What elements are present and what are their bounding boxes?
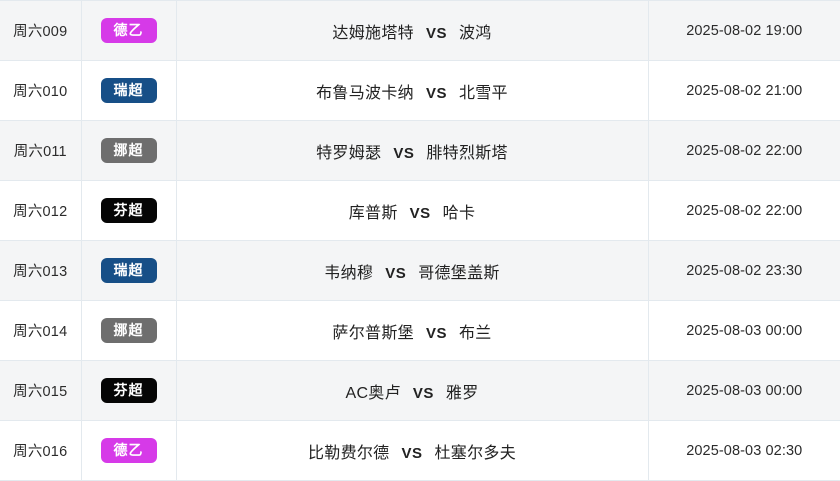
fixture-cell[interactable]: 萨尔普斯堡 VS 布兰 [176, 300, 648, 361]
league-badge[interactable]: 瑞超 [100, 257, 157, 284]
match-id-label: 周六013 [13, 264, 68, 280]
table-row[interactable]: 周六014 挪超 萨尔普斯堡 VS 布兰 2025-08-03 00:00 [0, 300, 840, 361]
league-badge[interactable]: 瑞超 [100, 77, 157, 104]
league-badge[interactable]: 德乙 [100, 17, 157, 44]
home-team-label: 韦纳穆 [324, 264, 374, 282]
kickoff-time-label: 2025-08-02 22:00 [686, 142, 803, 159]
fixture-cell[interactable]: 达姆施塔特 VS 波鸿 [176, 0, 648, 61]
league-cell: 德乙 [81, 420, 176, 481]
table-row[interactable]: 周六013 瑞超 韦纳穆 VS 哥德堡盖斯 2025-08-02 23:30 [0, 240, 840, 301]
match-id-cell: 周六016 [0, 420, 81, 481]
table-row[interactable]: 周六016 德乙 比勒费尔德 VS 杜塞尔多夫 2025-08-03 02:30 [0, 420, 840, 481]
fixture-cell[interactable]: 韦纳穆 VS 哥德堡盖斯 [176, 240, 648, 301]
table-row[interactable]: 周六010 瑞超 布鲁马波卡纳 VS 北雪平 2025-08-02 21:00 [0, 60, 840, 121]
vs-label: VS [409, 204, 431, 222]
league-badge[interactable]: 挪超 [100, 317, 157, 344]
fixture-cell[interactable]: AC奥卢 VS 雅罗 [176, 360, 648, 421]
table-row[interactable]: 周六009 德乙 达姆施塔特 VS 波鸿 2025-08-02 19:00 [0, 0, 840, 61]
match-id-cell: 周六013 [0, 240, 81, 301]
away-team-label: 哈卡 [442, 204, 476, 222]
away-team-label: 哥德堡盖斯 [418, 264, 500, 282]
kickoff-time-label: 2025-08-02 21:00 [686, 82, 803, 99]
league-cell: 挪超 [81, 300, 176, 361]
match-id-cell: 周六011 [0, 120, 81, 181]
league-cell: 芬超 [81, 180, 176, 241]
match-id-label: 周六011 [13, 144, 67, 160]
vs-label: VS [401, 444, 423, 462]
away-team-label: 雅罗 [445, 384, 479, 402]
away-team-label: 波鸿 [458, 24, 492, 42]
home-team-label: 比勒费尔德 [307, 444, 390, 462]
match-id-label: 周六010 [13, 84, 68, 100]
league-badge[interactable]: 挪超 [100, 137, 157, 164]
kickoff-time-cell: 2025-08-02 21:00 [648, 60, 840, 121]
league-cell: 德乙 [81, 0, 176, 61]
match-id-label: 周六009 [13, 24, 68, 40]
league-cell: 芬超 [81, 360, 176, 421]
kickoff-time-cell: 2025-08-03 02:30 [648, 420, 840, 481]
kickoff-time-label: 2025-08-02 22:00 [686, 202, 803, 219]
away-team-label: 布兰 [458, 324, 492, 342]
away-team-label: 杜塞尔多夫 [434, 444, 517, 462]
table-row[interactable]: 周六015 芬超 AC奥卢 VS 雅罗 2025-08-03 00:00 [0, 360, 840, 421]
fixture-cell[interactable]: 库普斯 VS 哈卡 [176, 180, 648, 241]
kickoff-time-label: 2025-08-03 02:30 [686, 442, 803, 459]
table-row[interactable]: 周六012 芬超 库普斯 VS 哈卡 2025-08-02 22:00 [0, 180, 840, 241]
match-id-cell: 周六014 [0, 300, 81, 361]
home-team-label: 达姆施塔特 [332, 24, 414, 42]
match-id-cell: 周六012 [0, 180, 81, 241]
fixture-cell[interactable]: 比勒费尔德 VS 杜塞尔多夫 [176, 420, 648, 481]
match-id-cell: 周六010 [0, 60, 81, 121]
match-id-label: 周六015 [13, 384, 68, 400]
home-team-label: 布鲁马波卡纳 [316, 84, 414, 102]
away-team-label: 北雪平 [458, 84, 508, 102]
league-badge[interactable]: 芬超 [100, 377, 157, 404]
match-id-label: 周六014 [13, 324, 68, 340]
match-id-cell: 周六009 [0, 0, 81, 61]
league-badge[interactable]: 芬超 [100, 197, 157, 224]
match-id-label: 周六016 [13, 444, 68, 460]
vs-label: VS [425, 324, 447, 342]
vs-label: VS [385, 264, 407, 282]
fixture-cell[interactable]: 特罗姆瑟 VS 腓特烈斯塔 [176, 120, 648, 181]
kickoff-time-label: 2025-08-02 19:00 [686, 22, 803, 39]
kickoff-time-cell: 2025-08-02 22:00 [648, 120, 840, 181]
home-team-label: 萨尔普斯堡 [332, 324, 414, 342]
kickoff-time-cell: 2025-08-03 00:00 [648, 360, 840, 421]
league-badge[interactable]: 德乙 [100, 437, 157, 464]
home-team-label: AC奥卢 [345, 384, 401, 402]
kickoff-time-cell: 2025-08-03 00:00 [648, 300, 840, 361]
vs-label: VS [425, 84, 447, 102]
away-team-label: 腓特烈斯塔 [426, 144, 508, 162]
match-id-cell: 周六015 [0, 360, 81, 421]
vs-label: VS [393, 144, 415, 162]
vs-label: VS [425, 24, 447, 42]
home-team-label: 库普斯 [348, 204, 398, 222]
vs-label: VS [412, 384, 434, 402]
kickoff-time-label: 2025-08-02 23:30 [686, 262, 803, 279]
kickoff-time-label: 2025-08-03 00:00 [686, 382, 803, 399]
home-team-label: 特罗姆瑟 [316, 144, 382, 162]
table-row[interactable]: 周六011 挪超 特罗姆瑟 VS 腓特烈斯塔 2025-08-02 22:00 [0, 120, 840, 181]
kickoff-time-cell: 2025-08-02 23:30 [648, 240, 840, 301]
league-cell: 瑞超 [81, 240, 176, 301]
fixture-cell[interactable]: 布鲁马波卡纳 VS 北雪平 [176, 60, 648, 121]
kickoff-time-cell: 2025-08-02 22:00 [648, 180, 840, 241]
kickoff-time-label: 2025-08-03 00:00 [686, 322, 803, 339]
league-cell: 挪超 [81, 120, 176, 181]
league-cell: 瑞超 [81, 60, 176, 121]
match-id-label: 周六012 [13, 204, 68, 220]
kickoff-time-cell: 2025-08-02 19:00 [648, 0, 840, 61]
